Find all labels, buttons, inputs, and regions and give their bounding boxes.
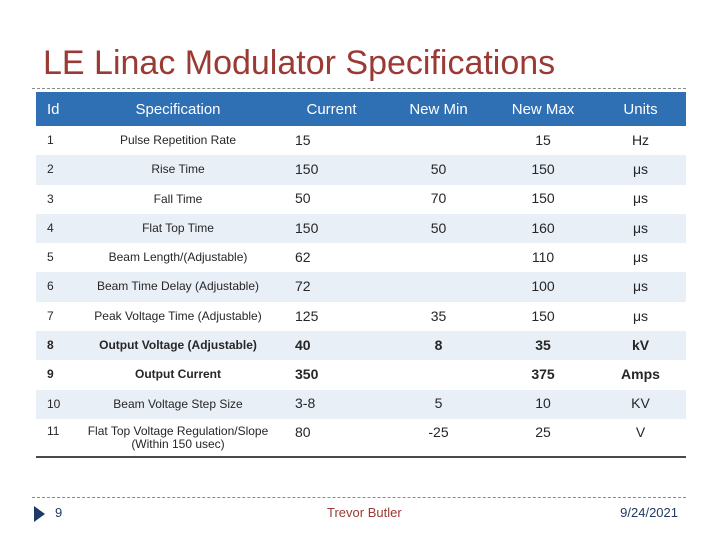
row-spec: Fall Time xyxy=(153,191,203,206)
table-row: 10 Beam Voltage Step Size 3-8 5 10 KV xyxy=(36,389,686,419)
row-new-max: 160 xyxy=(531,219,555,236)
row-current: 125 xyxy=(295,307,319,324)
row-new-max: 150 xyxy=(531,307,555,324)
row-units: μs xyxy=(632,278,649,295)
table-header-row: Id Specification Current New Min New Max… xyxy=(36,92,686,126)
row-spec: Output Current xyxy=(135,367,221,382)
footer-author: Trevor Butler xyxy=(327,505,402,520)
header-new-min: New Min xyxy=(409,100,468,118)
row-units: KV xyxy=(631,395,650,412)
row-current: 150 xyxy=(295,161,319,178)
footer-date: 9/24/2021 xyxy=(620,505,678,520)
header-id: Id xyxy=(47,100,60,118)
table-row: 9 Output Current 350 375 Amps xyxy=(36,360,686,389)
row-current: 72 xyxy=(295,278,311,295)
table-row: 2 Rise Time 150 50 150 μs xyxy=(36,155,686,185)
table-row: 5 Beam Length/(Adjustable) 62 110 μs xyxy=(36,243,686,272)
row-new-min xyxy=(386,272,491,301)
row-id: 2 xyxy=(47,162,54,177)
row-new-max: 25 xyxy=(535,423,551,440)
row-new-max: 10 xyxy=(535,395,551,412)
row-current: 80 xyxy=(295,423,311,440)
table-row: 3 Fall Time 50 70 150 μs xyxy=(36,185,686,214)
row-new-max: 35 xyxy=(535,336,551,353)
row-new-max: 150 xyxy=(531,161,555,178)
row-units: μs xyxy=(632,249,649,265)
row-spec: Flat Top Time xyxy=(142,220,214,235)
row-id: 6 xyxy=(47,279,54,294)
title-divider xyxy=(32,88,686,89)
row-new-max: 375 xyxy=(531,366,555,383)
row-units: μs xyxy=(632,219,649,236)
slide-title: LE Linac Modulator Specifications xyxy=(43,44,556,82)
table-row: 4 Flat Top Time 150 50 160 μs xyxy=(36,213,686,244)
table-row: 8 Output Voltage (Adjustable) 40 8 35 kV xyxy=(36,331,686,361)
page-number: 9 xyxy=(55,505,63,520)
row-new-min xyxy=(386,360,491,389)
header-units: Units xyxy=(623,100,658,118)
row-new-min: 50 xyxy=(430,161,447,178)
footer-divider xyxy=(32,497,686,498)
row-current: 40 xyxy=(295,336,311,353)
header-current: Current xyxy=(306,100,357,118)
row-id: 11 xyxy=(47,423,60,438)
row-new-min xyxy=(386,126,491,155)
row-units: μs xyxy=(632,190,649,207)
row-new-min: -25 xyxy=(428,423,449,440)
row-units: μs xyxy=(632,307,649,324)
row-id: 3 xyxy=(47,191,54,206)
row-id: 8 xyxy=(47,338,54,352)
row-units: μs xyxy=(632,161,649,178)
row-new-max: 150 xyxy=(531,190,555,207)
table-row: 1 Pulse Repetition Rate 15 15 Hz xyxy=(36,126,686,155)
row-spec: Beam Voltage Step Size xyxy=(113,396,243,411)
spec-table: Id Specification Current New Min New Max… xyxy=(36,92,686,458)
row-new-min: 70 xyxy=(430,190,447,207)
table-row: 11 Flat Top Voltage Regulation/Slope (Wi… xyxy=(36,419,686,457)
row-new-min: 5 xyxy=(434,395,443,412)
row-spec: Beam Length/(Adjustable) xyxy=(108,250,248,265)
row-id: 9 xyxy=(47,367,54,382)
row-units: Amps xyxy=(621,366,660,383)
row-current: 350 xyxy=(295,366,319,383)
row-new-max: 100 xyxy=(531,278,555,295)
row-current: 15 xyxy=(295,131,311,148)
row-new-max: 15 xyxy=(535,131,551,148)
row-spec: Rise Time xyxy=(151,162,205,177)
slide-marker-arrow-icon xyxy=(34,506,45,522)
table-row: 6 Beam Time Delay (Adjustable) 72 100 μs xyxy=(36,272,686,302)
header-new-max: New Max xyxy=(511,100,575,118)
row-spec: Beam Time Delay (Adjustable) xyxy=(96,279,260,294)
row-id: 4 xyxy=(47,220,54,235)
row-current: 50 xyxy=(295,190,311,207)
header-specification: Specification xyxy=(135,100,221,118)
row-current: 3-8 xyxy=(295,395,316,412)
row-new-max: 110 xyxy=(531,249,555,265)
row-current: 62 xyxy=(295,249,311,265)
row-spec: Peak Voltage Time (Adjustable) xyxy=(94,308,262,323)
row-id: 1 xyxy=(47,132,54,147)
row-new-min: 35 xyxy=(430,307,447,324)
row-current: 150 xyxy=(295,219,319,236)
row-spec: Output Voltage (Adjustable) xyxy=(99,338,257,352)
row-spec: Pulse Repetition Rate xyxy=(119,132,237,147)
row-spec: Flat Top Voltage Regulation/Slope (Withi… xyxy=(87,423,269,452)
row-new-min: 50 xyxy=(430,219,447,236)
row-id: 5 xyxy=(47,250,54,265)
row-units: Hz xyxy=(631,131,650,148)
table-row: 7 Peak Voltage Time (Adjustable) 125 35 … xyxy=(36,302,686,331)
row-new-min: 8 xyxy=(434,336,443,353)
row-units: V xyxy=(635,423,646,440)
row-id: 7 xyxy=(47,308,54,323)
row-new-min xyxy=(386,243,491,272)
row-id: 10 xyxy=(47,396,61,411)
row-units: kV xyxy=(631,336,650,353)
